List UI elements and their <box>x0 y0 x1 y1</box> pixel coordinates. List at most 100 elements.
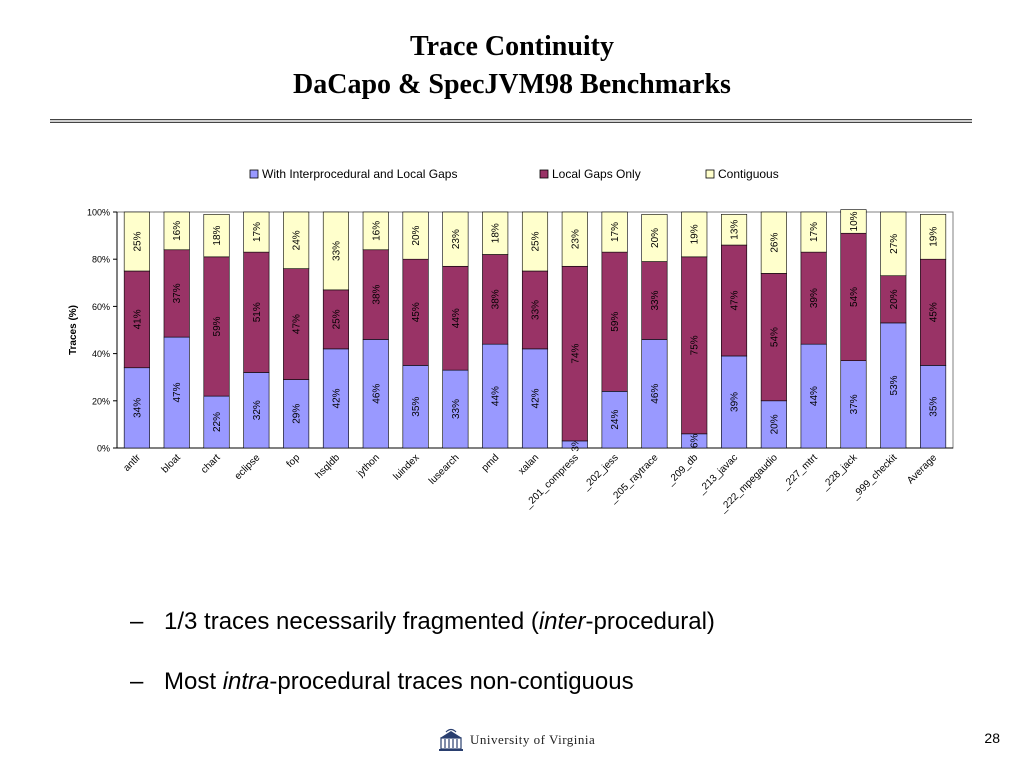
bar-segment <box>561 211 588 267</box>
bullet-dash: – <box>130 608 144 635</box>
data-label: 46% <box>650 384 661 404</box>
bar-segment <box>482 343 509 449</box>
bar-segment <box>362 249 389 340</box>
data-label: 20% <box>769 414 780 434</box>
bar-segment <box>322 211 349 291</box>
y-tick-label: 80% <box>92 255 110 265</box>
data-label: 47% <box>730 290 741 310</box>
data-label: 33% <box>331 241 342 261</box>
bar-segment <box>641 261 668 340</box>
data-label: 20% <box>650 228 661 248</box>
x-tick-label: _209_db <box>664 452 700 488</box>
data-label: 13% <box>730 220 741 240</box>
data-label: 74% <box>570 343 581 363</box>
data-label: 3% <box>570 437 581 452</box>
data-label: 23% <box>570 229 581 249</box>
page-number: 28 <box>984 730 1000 746</box>
data-label: 42% <box>531 388 542 408</box>
data-label: 20% <box>889 289 900 309</box>
y-tick-label: 40% <box>92 349 110 359</box>
bar-segment <box>203 395 230 449</box>
legend-swatch-1 <box>249 169 259 179</box>
data-label: 34% <box>132 398 143 418</box>
data-label: 17% <box>610 222 621 242</box>
title-line-1: Trace Continuity <box>409 31 615 62</box>
bullet-text-post: -procedural traces non-contiguous <box>269 668 634 695</box>
data-label: 35% <box>929 397 940 417</box>
data-label: 23% <box>451 229 462 249</box>
bar-segment <box>521 211 549 272</box>
x-tick-label: Average <box>905 452 939 486</box>
data-label: 37% <box>849 394 860 414</box>
bar-segment <box>362 211 389 251</box>
data-label: 27% <box>889 234 900 254</box>
data-label: 25% <box>132 231 143 251</box>
bar-segment <box>721 214 748 246</box>
bar-segment <box>880 211 907 277</box>
data-label: 38% <box>491 289 502 309</box>
bar-segment <box>203 214 230 258</box>
data-label: 53% <box>889 375 900 395</box>
bar-segment <box>561 265 588 442</box>
data-label: 33% <box>531 300 542 320</box>
x-tick-label: chart <box>199 452 223 476</box>
bar-segment <box>123 211 150 272</box>
y-tick-label: 100% <box>87 208 110 218</box>
bar-segment <box>601 251 628 392</box>
legend-swatch-3 <box>705 169 715 179</box>
rotunda-icon <box>439 728 463 751</box>
data-label: 17% <box>252 222 263 242</box>
bar-segment <box>442 211 469 267</box>
data-label: 10% <box>849 211 860 231</box>
bullet-item: – Most intra-procedural traces non-contig… <box>130 667 715 697</box>
data-label: 44% <box>809 386 820 406</box>
bar-segment <box>840 232 867 361</box>
data-label: 54% <box>849 287 860 307</box>
bar-segment <box>880 322 907 449</box>
x-tick-label: fop <box>285 452 303 470</box>
bar-segment <box>163 336 190 449</box>
bar-segment <box>283 211 310 269</box>
data-label: 59% <box>212 316 223 336</box>
bar-segment <box>721 244 748 357</box>
bar-segment <box>681 211 708 258</box>
data-label: 24% <box>610 410 621 430</box>
x-tick-label: _228_jack <box>819 452 860 493</box>
data-label: 44% <box>451 308 462 328</box>
bar-segment <box>800 211 827 253</box>
data-label: 35% <box>411 397 422 417</box>
bar-segment <box>123 270 150 369</box>
bar-segment <box>243 211 270 253</box>
legend-label-3: Contiguous <box>718 167 779 181</box>
bar-segment <box>402 365 429 449</box>
data-label: 46% <box>371 384 382 404</box>
title-line-2: DaCapo & SpecJVM98 Benchmarks <box>293 69 731 100</box>
bar-segment <box>243 372 270 449</box>
data-label: 6% <box>690 434 701 449</box>
x-tick-label: hsqldb <box>313 452 342 481</box>
bar-segment <box>760 400 787 449</box>
bar-segment <box>482 254 509 345</box>
x-tick-label: _227_mtrt <box>779 452 819 492</box>
bar-segment <box>641 214 668 262</box>
bar-segment <box>362 339 389 449</box>
bar-segment <box>840 360 867 449</box>
bar-segment <box>840 209 867 234</box>
data-label: 24% <box>292 230 303 250</box>
data-label: 33% <box>451 399 462 419</box>
data-label: 51% <box>252 302 263 322</box>
data-label: 25% <box>531 231 542 251</box>
data-label: 16% <box>371 221 382 241</box>
data-label: 19% <box>690 224 701 244</box>
x-tick-label: bloat <box>160 452 183 475</box>
data-label: 37% <box>172 283 183 303</box>
bar-segment <box>442 265 469 371</box>
x-tick-label: antlr <box>121 452 143 474</box>
data-label: 47% <box>292 314 303 334</box>
data-label: 42% <box>331 388 342 408</box>
data-label: 22% <box>212 412 223 432</box>
bar-segment <box>442 369 469 449</box>
data-label: 59% <box>610 312 621 332</box>
x-tick-label: luindex <box>391 452 421 482</box>
data-label: 20% <box>411 225 422 245</box>
